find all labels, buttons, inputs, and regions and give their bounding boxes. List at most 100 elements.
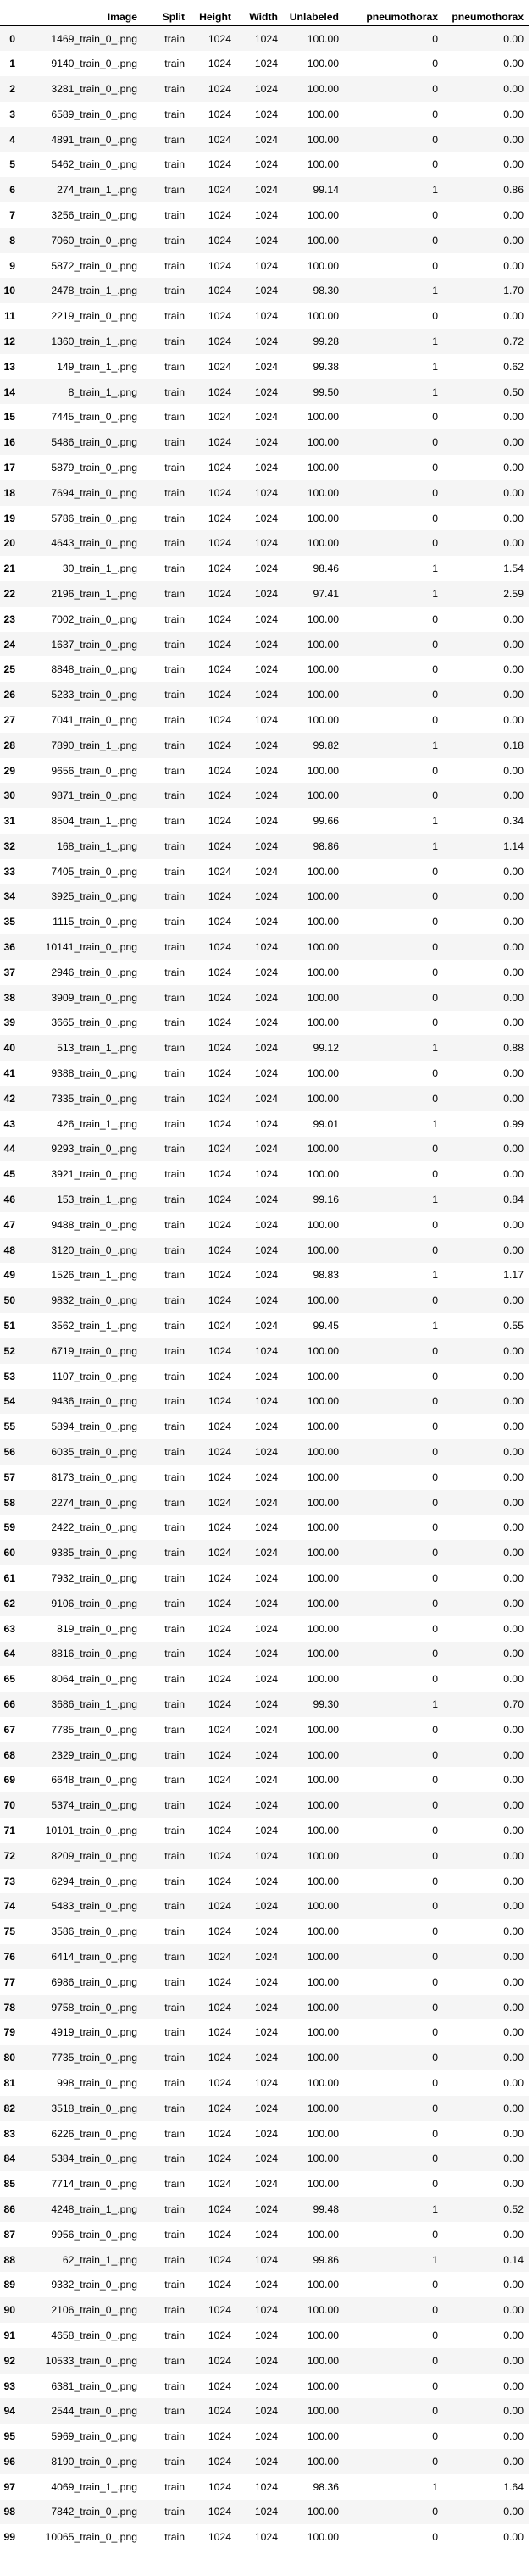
image-cell: 1115_train_0_.png: [53, 916, 137, 928]
pneumothorax-count-cell: 0: [432, 1496, 438, 1509]
pneumothorax-count-cell: 0: [432, 2178, 438, 2191]
split-cell: train: [164, 2202, 185, 2215]
image-cell: 3120_train_0_.png: [51, 1244, 137, 1256]
row-index: 24: [3, 638, 15, 651]
row-index: 52: [3, 1344, 15, 1357]
width-cell: 1024: [254, 461, 278, 474]
width-cell: 1024: [254, 1521, 278, 1534]
image-cell: 2946_train_0_.png: [51, 966, 137, 978]
height-cell: 1024: [208, 411, 231, 424]
table-row: 15 7445_train_0_.png train 1024 1024 100.00 0 0…: [0, 404, 529, 429]
pneumothorax-percent-cell: 0.00: [503, 1471, 524, 1483]
height-cell: 1024: [208, 1320, 231, 1332]
pneumothorax-percent-cell: 0.00: [503, 1723, 524, 1736]
pneumothorax-count-cell: 1: [432, 2202, 438, 2215]
height-cell: 1024: [208, 285, 231, 297]
unlabeled-cell: 97.41: [313, 587, 340, 600]
split-cell: train: [164, 2228, 185, 2241]
split-cell: train: [164, 1799, 185, 1812]
pneumothorax-percent-cell: 0.00: [503, 663, 524, 676]
split-cell: train: [164, 815, 185, 828]
pneumothorax-percent-cell: 0.00: [503, 1673, 524, 1686]
width-cell: 1024: [254, 1092, 278, 1105]
row-index: 8: [9, 234, 15, 247]
height-cell: 1024: [208, 1698, 231, 1710]
unlabeled-cell: 100.00: [307, 1572, 339, 1584]
width-cell: 1024: [254, 436, 278, 449]
row-index: 19: [3, 512, 15, 524]
pneumothorax-percent-cell: 0.00: [503, 82, 524, 95]
table-row: 98 7842_train_0_.png train 1024 1024 100.00 0 0…: [0, 2499, 529, 2525]
width-cell: 1024: [254, 32, 278, 45]
row-index: 18: [3, 486, 15, 499]
width-cell: 1024: [254, 2127, 278, 2140]
unlabeled-cell: 100.00: [307, 2076, 339, 2089]
table-row: 79 4919_train_0_.png train 1024 1024 100.00 0 0…: [0, 2019, 529, 2045]
pneumothorax-percent-cell: 0.18: [503, 739, 524, 751]
unlabeled-cell: 100.00: [307, 537, 339, 550]
pneumothorax-percent-cell: 2.59: [503, 587, 524, 600]
pneumothorax-percent-cell: 0.00: [503, 1824, 524, 1836]
pneumothorax-count-cell: 0: [432, 2354, 438, 2367]
table-row: 96 8190_train_0_.png train 1024 1024 100.00 0 0…: [0, 2449, 529, 2474]
height-cell: 1024: [208, 1723, 231, 1736]
image-cell: 8504_train_1_.png: [51, 815, 137, 828]
table-row: 88 62_train_1_.png train 1024 1024 99.86 1 0.14: [0, 2246, 529, 2273]
pneumothorax-count-cell: 0: [432, 2379, 438, 2392]
unlabeled-cell: 100.00: [307, 1370, 339, 1382]
height-cell: 1024: [208, 208, 231, 221]
pneumothorax-percent-cell: 0.00: [503, 2279, 524, 2291]
pneumothorax-count-cell: 0: [432, 32, 438, 45]
split-cell: train: [164, 1900, 185, 1913]
pneumothorax-percent-cell: 0.88: [503, 1042, 524, 1055]
unlabeled-cell: 99.38: [313, 360, 340, 373]
pneumothorax-percent-cell: 0.00: [503, 537, 524, 550]
unlabeled-cell: 100.00: [307, 2304, 339, 2317]
split-cell: train: [164, 1723, 185, 1736]
image-cell: 6381_train_0_.png: [51, 2379, 137, 2392]
height-cell: 1024: [208, 234, 231, 247]
unlabeled-cell: 99.28: [313, 335, 340, 347]
split-cell: train: [164, 991, 185, 1004]
pneumothorax-percent-cell: 0.00: [503, 2405, 524, 2418]
unlabeled-cell: 99.50: [313, 385, 340, 398]
pneumothorax-count-cell: 0: [432, 1547, 438, 1559]
row-index: 21: [3, 562, 15, 575]
table-row: 5 5462_train_0_.png train 1024 1024 100.00 0 0.…: [0, 152, 529, 177]
unlabeled-cell: 100.00: [307, 1067, 339, 1080]
split-cell: train: [164, 1950, 185, 1963]
image-cell: 6986_train_0_.png: [51, 1975, 137, 1988]
height-cell: 1024: [208, 612, 231, 625]
height-cell: 1024: [208, 739, 231, 751]
table-row: 55 5894_train_0_.png train 1024 1024 100.00 0 0…: [0, 1414, 529, 1439]
height-cell: 1024: [208, 1496, 231, 1509]
table-row: 74 5483_train_0_.png train 1024 1024 100.00 0 0…: [0, 1893, 529, 1920]
row-index: 56: [3, 1446, 15, 1459]
height-cell: 1024: [208, 1900, 231, 1913]
split-cell: train: [164, 512, 185, 524]
image-cell: 3665_train_0_.png: [51, 1017, 137, 1029]
split-cell: train: [164, 1067, 185, 1080]
table-row: 43 426_train_1_.png train 1024 1024 99.01 1 0.9…: [0, 1111, 529, 1137]
height-cell: 1024: [208, 1067, 231, 1080]
height-cell: 1024: [208, 2102, 231, 2114]
unlabeled-cell: 100.00: [307, 2354, 339, 2367]
row-index: 12: [3, 335, 15, 347]
split-cell: train: [164, 2102, 185, 2114]
pneumothorax-percent-cell: 0.00: [503, 941, 524, 954]
width-cell: 1024: [254, 486, 278, 499]
row-index: 46: [3, 1194, 15, 1206]
split-cell: train: [164, 1446, 185, 1459]
row-index: 63: [3, 1622, 15, 1635]
table-row: 52 6719_train_0_.png train 1024 1024 100.00 0 0…: [0, 1338, 529, 1364]
width-cell: 1024: [254, 764, 278, 777]
unlabeled-cell: 100.00: [307, 1017, 339, 1029]
image-cell: 7002_train_0_.png: [51, 612, 137, 625]
table-row: 58 2274_train_0_.png train 1024 1024 100.00 0 0…: [0, 1489, 529, 1515]
pneumothorax-percent-cell: 0.00: [503, 764, 524, 777]
row-index: 81: [3, 2076, 15, 2089]
image-cell: 1360_train_1_.png: [51, 335, 137, 347]
unlabeled-cell: 100.00: [307, 1925, 339, 1938]
height-cell: 1024: [208, 360, 231, 373]
pneumothorax-percent-cell: 0.00: [503, 1168, 524, 1181]
